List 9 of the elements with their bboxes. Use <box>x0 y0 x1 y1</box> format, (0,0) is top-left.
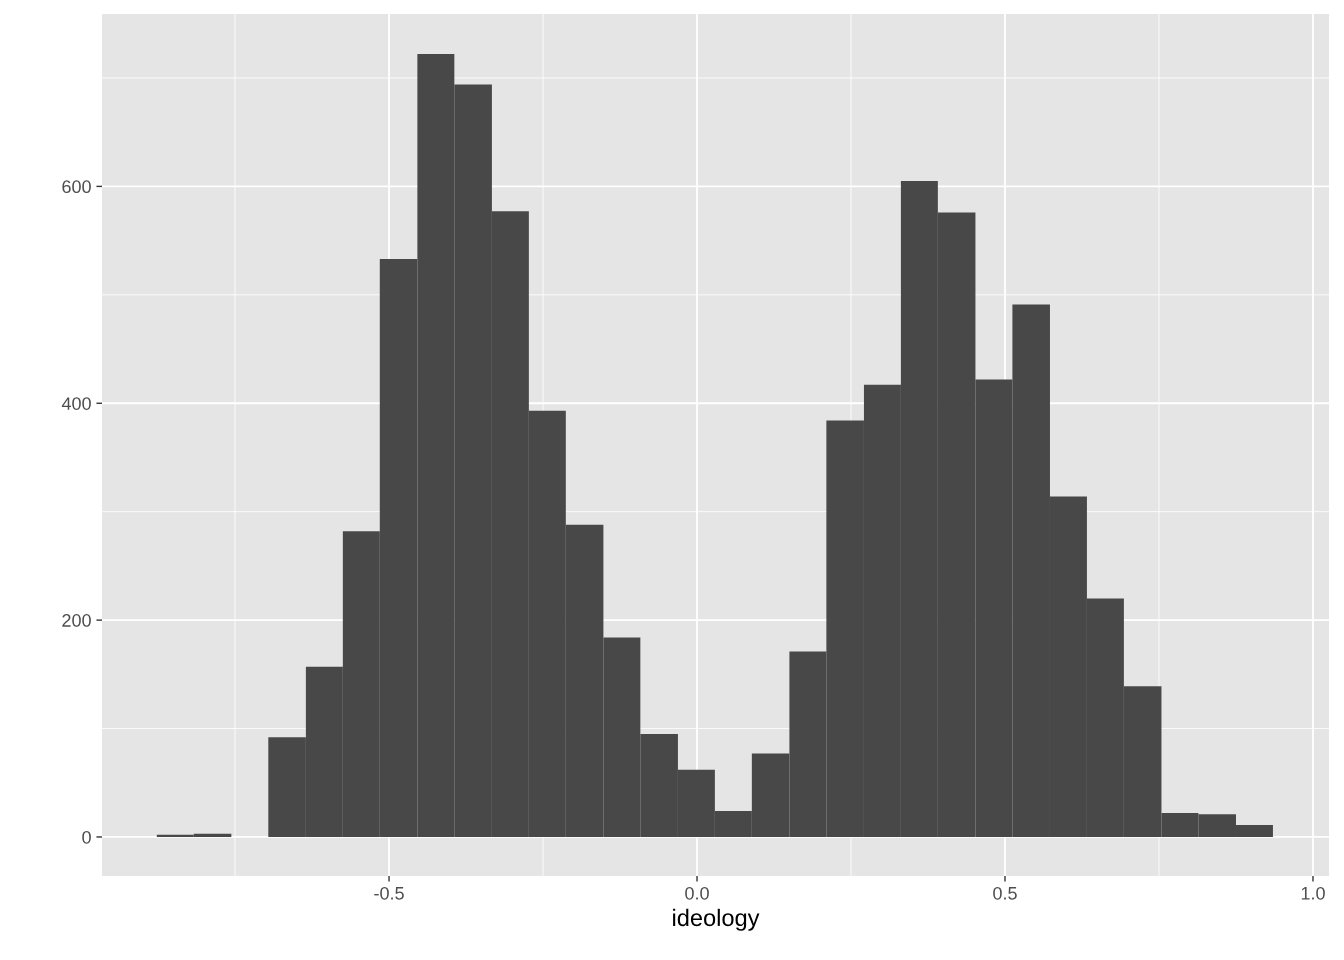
x-axis-title: ideology <box>673 908 760 931</box>
x-tick-label: 1.0 <box>1301 886 1325 900</box>
x-tick-label: 0.0 <box>685 886 709 900</box>
x-tick-label: 0.5 <box>993 886 1017 900</box>
y-tick-label: 400 <box>61 397 91 410</box>
y-tick-label: 0 <box>82 830 91 844</box>
y-tick-label: 200 <box>62 614 91 627</box>
x-tick-label: -0.5 <box>374 886 404 900</box>
y-tick-label: 600 <box>62 180 91 194</box>
